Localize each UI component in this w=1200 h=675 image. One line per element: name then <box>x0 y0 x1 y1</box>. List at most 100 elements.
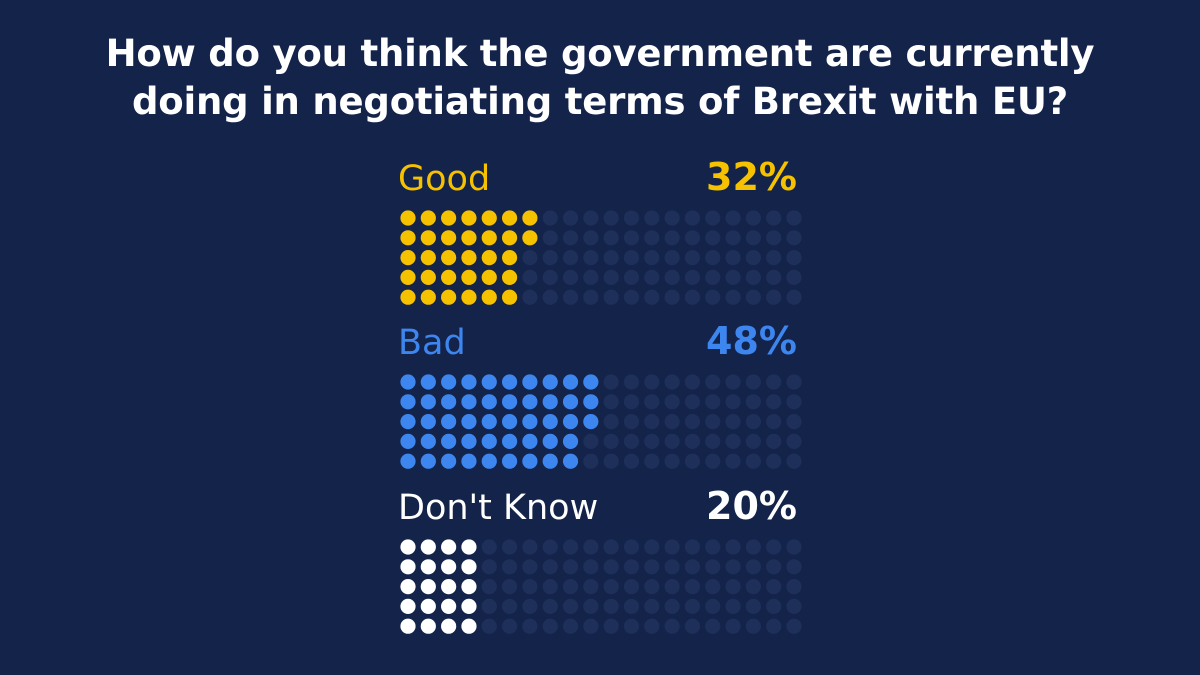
dot-bad <box>481 414 497 430</box>
dot-empty <box>644 374 660 390</box>
dot-bad <box>522 453 538 469</box>
dot-good <box>461 250 477 266</box>
dot-empty <box>603 433 619 449</box>
dot-empty <box>766 433 782 449</box>
dot-bad <box>461 453 477 469</box>
dot-empty <box>623 394 640 410</box>
dot-empty <box>542 618 558 634</box>
dot-don-t-know <box>441 539 457 555</box>
dot-empty <box>623 210 640 226</box>
dot-empty <box>684 230 701 246</box>
dot-bad <box>562 433 579 449</box>
dot-empty <box>745 394 761 410</box>
dot-don-t-know <box>400 559 416 575</box>
dot-empty <box>603 250 619 266</box>
dot-empty <box>766 210 782 226</box>
dot-empty <box>705 210 721 226</box>
dot-empty <box>562 598 579 615</box>
group-don-t-know: Don't Know 20% <box>398 484 802 634</box>
dot-empty <box>786 579 802 595</box>
dot-empty <box>684 453 701 469</box>
dot-empty <box>705 559 721 575</box>
dot-bad <box>583 394 599 410</box>
dot-empty <box>644 559 660 575</box>
dot-empty <box>725 618 741 634</box>
dot-empty <box>481 539 497 555</box>
dot-empty <box>766 618 782 634</box>
dot-good <box>481 230 497 246</box>
dot-empty <box>725 453 741 469</box>
dot-empty <box>745 250 761 266</box>
dot-empty <box>766 453 782 469</box>
dot-good <box>522 230 538 246</box>
dot-empty <box>705 579 721 595</box>
dot-empty <box>684 374 701 390</box>
dot-empty <box>664 539 680 555</box>
dot-good <box>461 230 477 246</box>
dot-empty <box>766 230 782 246</box>
dot-empty <box>745 230 761 246</box>
dot-empty <box>562 230 579 246</box>
value-label-bad: 48% <box>706 319 797 363</box>
dot-good <box>522 210 538 226</box>
dot-don-t-know <box>461 579 477 595</box>
dot-empty <box>603 453 619 469</box>
dot-empty <box>603 618 619 634</box>
dot-good <box>400 250 416 266</box>
dot-bad <box>420 394 436 410</box>
dot-empty <box>603 289 619 305</box>
dot-empty <box>644 250 660 266</box>
dot-bad <box>542 453 558 469</box>
category-label-good: Good <box>398 159 490 199</box>
dot-empty <box>644 210 660 226</box>
dot-empty <box>684 289 701 305</box>
dot-empty <box>725 210 741 226</box>
dot-bad <box>461 374 477 390</box>
dot-empty <box>684 250 701 266</box>
dot-bad <box>542 433 558 449</box>
dot-empty <box>522 598 538 615</box>
dot-bad <box>420 453 436 469</box>
dot-empty <box>522 579 538 595</box>
dot-empty <box>745 433 761 449</box>
dot-good <box>501 250 518 266</box>
value-label-don-t-know: 20% <box>706 484 797 528</box>
dot-don-t-know <box>420 579 436 595</box>
dot-bad <box>501 374 518 390</box>
dot-empty <box>745 210 761 226</box>
dot-empty <box>786 559 802 575</box>
dot-bad <box>461 414 477 430</box>
dot-empty <box>583 250 599 266</box>
dot-good <box>481 210 497 226</box>
dot-good <box>441 250 457 266</box>
dot-empty <box>542 230 558 246</box>
dot-empty <box>542 559 558 575</box>
dot-empty <box>623 230 640 246</box>
dot-don-t-know <box>420 598 436 615</box>
dot-empty <box>725 289 741 305</box>
dot-empty <box>644 539 660 555</box>
dot-empty <box>745 414 761 430</box>
dot-empty <box>725 250 741 266</box>
dot-bad <box>461 433 477 449</box>
dot-bad <box>400 414 416 430</box>
dot-empty <box>623 453 640 469</box>
dot-bad <box>562 453 579 469</box>
dot-empty <box>623 250 640 266</box>
dot-empty <box>664 433 680 449</box>
dot-good <box>420 230 436 246</box>
dot-empty <box>501 618 518 634</box>
dot-empty <box>542 210 558 226</box>
dot-empty <box>481 559 497 575</box>
dot-empty <box>501 539 518 555</box>
dot-empty <box>766 598 782 615</box>
dot-bad <box>542 414 558 430</box>
dot-empty <box>501 598 518 615</box>
dot-empty <box>664 414 680 430</box>
dot-bad <box>501 394 518 410</box>
dot-bad <box>501 433 518 449</box>
dot-empty <box>644 289 660 305</box>
dot-empty <box>705 598 721 615</box>
dot-don-t-know <box>400 618 416 634</box>
dot-empty <box>481 579 497 595</box>
